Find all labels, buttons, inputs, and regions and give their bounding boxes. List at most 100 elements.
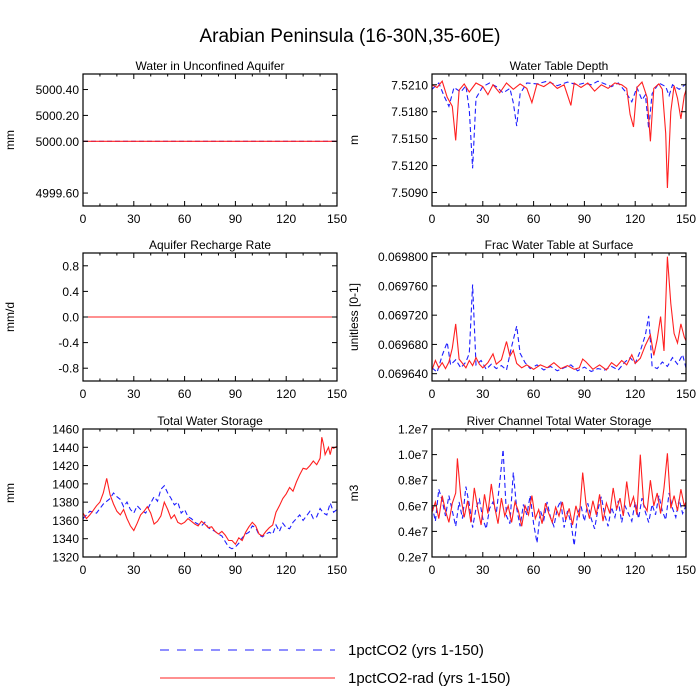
plot-frame: [82, 428, 338, 558]
series-line-1pctco2-rad-yrs-1-150: [432, 453, 686, 527]
y-tick-label: 1340: [52, 532, 79, 546]
series-line-1pctco2-yrs-1-150: [83, 484, 337, 550]
x-tick-label: 60: [178, 387, 192, 401]
x-tick-label: 30: [127, 387, 141, 401]
y-tick-label: 1400: [52, 477, 79, 491]
x-tick-label: 30: [476, 212, 490, 226]
y-tick-label: 5000.40: [36, 83, 80, 97]
y-axis-label: m: [347, 135, 361, 145]
x-tick-label: 0: [429, 212, 436, 226]
x-tick-label: 60: [527, 212, 541, 226]
y-tick-label: 1.0e7: [398, 448, 428, 462]
y-tick-label: 1440: [52, 441, 79, 455]
x-tick-label: 150: [676, 212, 696, 226]
y-tick-label: 1.2e7: [398, 423, 428, 437]
x-tick-label: 120: [625, 387, 645, 401]
plot-frame: [431, 428, 687, 558]
y-tick-label: 0.069720: [378, 309, 428, 323]
y-tick-label: 0.6e7: [398, 499, 428, 513]
y-tick-label: 0.069680: [378, 338, 428, 352]
x-tick-label: 150: [327, 563, 347, 577]
panel-title: Frac Water Table at Surface: [485, 238, 634, 252]
y-tick-label: -0.8: [58, 362, 79, 376]
x-tick-label: 60: [178, 212, 192, 226]
y-axis-label: mm: [3, 130, 17, 150]
series-line-1pctco2-rad-yrs-1-150: [83, 437, 337, 546]
y-tick-label: 0.4: [62, 285, 79, 299]
series-line-1pctco2-yrs-1-150: [432, 284, 686, 374]
x-tick-label: 0: [80, 563, 87, 577]
x-tick-label: 90: [578, 212, 592, 226]
x-tick-label: 150: [327, 387, 347, 401]
plot-frame: [431, 73, 687, 207]
x-tick-label: 120: [276, 212, 296, 226]
x-tick-label: 90: [229, 212, 243, 226]
y-tick-label: 7.5180: [391, 105, 428, 119]
panel-total-water-storage: Total Water Storage 0 30 60 90 120 150 1320 1340…: [3, 414, 347, 577]
y-tick-label: 1360: [52, 514, 79, 528]
y-tick-label: 1320: [52, 551, 79, 565]
x-tick-label: 120: [276, 387, 296, 401]
x-tick-label: 150: [327, 212, 347, 226]
y-tick-label: 0.069640: [378, 367, 428, 381]
series-line-1pctco2-rad-yrs-1-150: [432, 80, 686, 189]
x-tick-label: 0: [80, 212, 87, 226]
x-tick-label: 30: [476, 387, 490, 401]
plot-frame: [82, 73, 338, 207]
y-tick-label: 0.069760: [378, 279, 428, 293]
y-tick-label: 1380: [52, 496, 79, 510]
panel-water-table-depth: Water Table Depth 0 30 60 90 120 150 7.5090 7.51…: [347, 59, 696, 226]
x-tick-label: 0: [429, 387, 436, 401]
x-tick-label: 120: [276, 563, 296, 577]
series-line-1pctco2-rad-yrs-1-150: [432, 256, 686, 371]
panel-title: Water in Unconfined Aquifer: [136, 59, 285, 73]
y-tick-label: 0.8: [62, 259, 79, 273]
y-axis-label: m3: [347, 484, 361, 501]
panel-frac-water-table-at-surface: Frac Water Table at Surface 0 30 60 90 120 150…: [347, 238, 696, 401]
series-line-1pctco2-yrs-1-150: [432, 449, 686, 546]
x-tick-label: 60: [178, 563, 192, 577]
y-axis-label: mm/d: [3, 302, 17, 332]
panel-river-channel-total-water-storage: River Channel Total Water Storage 0 30 60 90…: [347, 414, 696, 577]
y-axis-label: unitless [0-1]: [347, 283, 361, 351]
y-tick-label: 0.2e7: [398, 551, 428, 565]
panel-water-in-unconfined-aquifer: Water in Unconfined Aquifer 0 30 60 90 120 150…: [3, 59, 347, 226]
panel-title: Water Table Depth: [510, 59, 609, 73]
y-tick-label: 5000.00: [36, 135, 80, 149]
y-tick-label: 0.4e7: [398, 525, 428, 539]
page-title: Arabian Peninsula (16-30N,35-60E): [199, 26, 501, 47]
x-tick-label: 150: [676, 387, 696, 401]
panel-aquifer-recharge-rate: Aquifer Recharge Rate 0 30 60 90 120 150 -0.8 -0…: [3, 238, 347, 401]
legend-label-1pctco2: 1pctCO2 (yrs 1-150): [348, 642, 484, 659]
plot-frame: [431, 252, 687, 382]
x-tick-label: 90: [229, 387, 243, 401]
legend-label-1pctco2-rad: 1pctCO2-rad (yrs 1-150): [348, 670, 511, 687]
y-tick-label: 1460: [52, 423, 79, 437]
y-axis-label: mm: [3, 483, 17, 503]
series-line-1pctco2-yrs-1-150: [432, 80, 686, 169]
x-tick-label: 120: [625, 212, 645, 226]
x-tick-label: 120: [625, 563, 645, 577]
panel-title: Aquifer Recharge Rate: [149, 238, 271, 252]
x-tick-label: 90: [578, 563, 592, 577]
y-tick-label: -0.4: [58, 336, 79, 350]
y-tick-label: 0.8e7: [398, 474, 428, 488]
x-tick-label: 60: [527, 387, 541, 401]
y-tick-label: 1420: [52, 459, 79, 473]
x-tick-label: 150: [676, 563, 696, 577]
x-tick-label: 0: [429, 563, 436, 577]
y-tick-label: 7.5150: [391, 132, 428, 146]
panel-title: River Channel Total Water Storage: [467, 414, 652, 428]
x-tick-label: 30: [476, 563, 490, 577]
y-tick-label: 7.5090: [391, 186, 428, 200]
y-tick-label: 0.0: [62, 311, 79, 325]
y-tick-label: 0.069800: [378, 250, 428, 264]
y-tick-label: 4999.60: [36, 187, 80, 201]
x-tick-label: 90: [229, 563, 243, 577]
x-tick-label: 60: [527, 563, 541, 577]
x-tick-label: 90: [578, 387, 592, 401]
y-tick-label: 5000.20: [36, 109, 80, 123]
x-tick-label: 30: [127, 563, 141, 577]
y-tick-label: 7.5120: [391, 159, 428, 173]
